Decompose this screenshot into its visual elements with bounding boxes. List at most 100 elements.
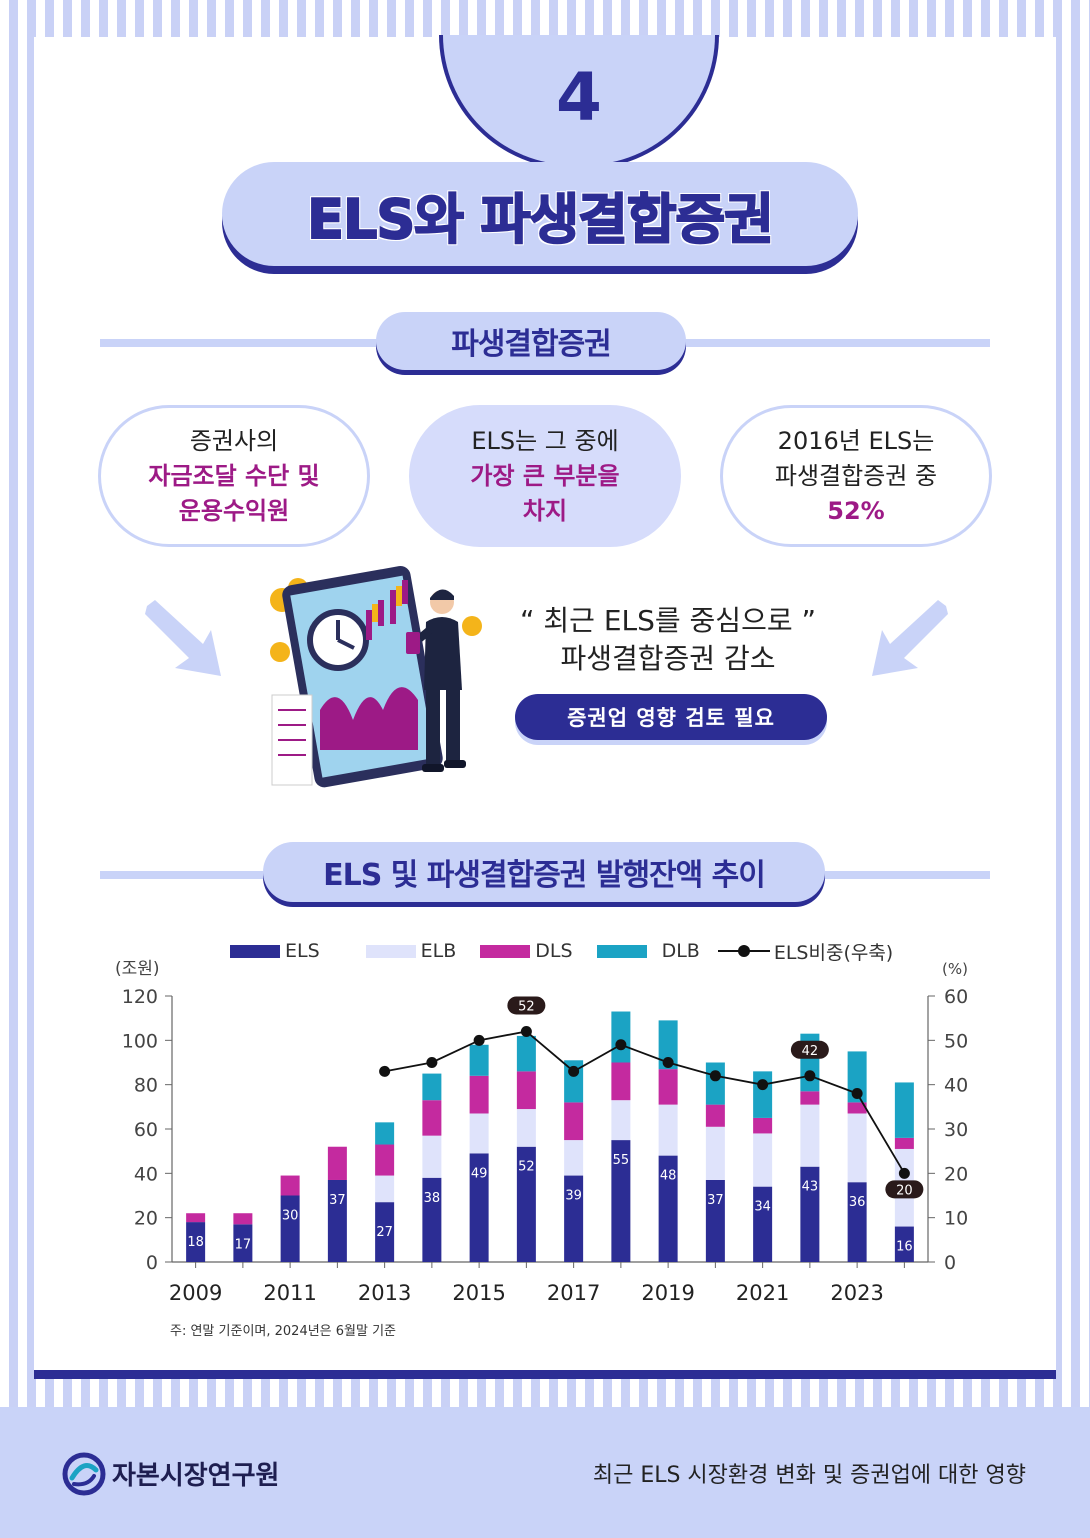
quote-text: “ 최근 ELS를 중심으로 ” 파생결합증권 감소 [508, 602, 828, 678]
legend-label-elb: ELB [420, 940, 457, 962]
bar-dls [375, 1144, 395, 1176]
legend-swatch-elb [365, 944, 416, 958]
y2-axis-unit-label: (%) [942, 960, 968, 978]
y2-tick-label: 60 [944, 986, 968, 1008]
bar-dls [564, 1102, 584, 1141]
y2-tick-label: 40 [944, 1075, 968, 1097]
els-share-point [851, 1088, 863, 1100]
els-share-callout-label: 52 [518, 999, 535, 1014]
bar-elb [564, 1140, 584, 1176]
x-tick-label: 2015 [452, 1281, 505, 1305]
bar-dlb [469, 1044, 489, 1076]
bar-elb [422, 1135, 442, 1178]
els-share-point [757, 1079, 769, 1091]
section2-heading-text: ELS 및 파생결합증권 발행잔액 추이 [323, 858, 766, 893]
bar-elb [800, 1104, 820, 1167]
info-bubble-funding: 증권사의 자금조달 수단 및 운용수익원 [98, 405, 370, 547]
legend-label-dls: DLS [535, 940, 573, 962]
bar-els [469, 1153, 489, 1262]
bar-els [753, 1186, 773, 1262]
arrow-down-left-icon [872, 600, 948, 676]
bar-els [422, 1177, 442, 1262]
bubble3-line1: 2016년 ELS는 [777, 426, 935, 455]
bar-elb [611, 1100, 631, 1141]
bubble1-line1: 증권사의 [189, 426, 279, 455]
els-share-callout-bg [507, 996, 546, 1015]
bar-dls [327, 1146, 347, 1180]
bar-dls [469, 1075, 489, 1114]
legend-item-dlb: DLB [596, 940, 700, 962]
legend-label-dlb: DLB [661, 940, 700, 962]
bar-dls [186, 1213, 206, 1223]
y-axis-unit-label: (조원) [115, 959, 160, 979]
els-share-callout-label: 42 [802, 1044, 819, 1059]
chart-note: 주: 연말 기준이며, 2024년은 6월말 기준 [170, 1324, 397, 1339]
bar-els [516, 1146, 536, 1262]
legend-item-els: ELS [230, 940, 320, 962]
bar-els [375, 1202, 395, 1262]
els-share-point [379, 1065, 391, 1077]
bar-dlb [753, 1071, 773, 1118]
bar-dls [800, 1091, 820, 1105]
page-title-pill: ELS와 파생결합증권 [222, 162, 858, 266]
bar-els [847, 1182, 867, 1262]
bar-dls [753, 1117, 773, 1134]
section1-heading-text: 파생결합증권 [451, 327, 612, 362]
bar-value-label: 36 [849, 1195, 866, 1210]
bar-els [280, 1195, 300, 1262]
legend-swatch-dlb [596, 944, 647, 958]
info-bubble-share: 2016년 ELS는 파생결합증권 중 52% [720, 405, 992, 547]
bar-elb [658, 1104, 678, 1156]
y2-tick-label: 10 [944, 1208, 968, 1230]
els-share-point [568, 1065, 580, 1077]
review-needed-label: 증권업 영향 검토 필요 [567, 706, 775, 730]
arrow-down-right-icon [145, 600, 221, 676]
bar-value-label: 16 [896, 1240, 913, 1255]
bar-value-label: 27 [376, 1225, 393, 1240]
section2-heading: ELS 및 파생결합증권 발행잔액 추이 [263, 842, 825, 902]
page-title: ELS와 파생결합증권 [306, 187, 775, 252]
bar-value-label: 30 [282, 1209, 299, 1224]
legend-line-marker-icon [717, 945, 770, 957]
legend-item-dls: DLS [480, 940, 573, 962]
quote-line1: “ 최근 ELS를 중심으로 ” [520, 604, 816, 637]
bar-els [800, 1166, 820, 1262]
y-tick-label: 60 [134, 1119, 158, 1141]
bar-value-label: 48 [660, 1169, 677, 1184]
bar-value-label: 49 [471, 1166, 488, 1181]
bar-value-label: 34 [754, 1200, 771, 1215]
els-share-point [709, 1070, 721, 1082]
bar-els [564, 1175, 584, 1262]
bar-dls [611, 1062, 631, 1101]
y-tick-label: 40 [134, 1163, 158, 1185]
info-bubble-largest: ELS는 그 중에 가장 큰 부분을 차지 [409, 405, 681, 547]
bar-dls [705, 1104, 725, 1127]
bar-els [658, 1155, 678, 1262]
bar-els [894, 1226, 914, 1262]
card-bottom-rule [34, 1370, 1056, 1379]
footer-caption: 최근 ELS 시장환경 변화 및 증권업에 대한 영향 [592, 1463, 1026, 1488]
bar-els [233, 1224, 253, 1262]
x-tick-label: 2021 [736, 1281, 789, 1305]
chart-legend: ELS ELB DLS DLB ELS비중(우축) [230, 940, 907, 964]
els-share-point [473, 1034, 485, 1046]
els-share-callout-bg [790, 1040, 829, 1059]
bar-dlb [658, 1020, 678, 1070]
bar-value-label: 18 [187, 1235, 204, 1250]
y-tick-label: 80 [134, 1075, 158, 1097]
els-share-line [384, 1030, 906, 1174]
legend-swatch-dls [480, 944, 531, 958]
bar-dls [422, 1100, 442, 1136]
bubble2-line1: ELS는 그 중에 [471, 426, 619, 455]
bubble1-line2: 자금조달 수단 및 [148, 461, 320, 490]
x-tick-label: 2023 [830, 1281, 883, 1305]
bar-dlb [705, 1062, 725, 1105]
section1-heading: 파생결합증권 [376, 312, 686, 370]
els-share-point [615, 1039, 627, 1051]
y-tick-label: 20 [134, 1208, 158, 1230]
bar-dlb [422, 1073, 442, 1101]
review-needed-button[interactable]: 증권업 영향 검토 필요 [515, 694, 827, 740]
quote-line2: 파생결합증권 감소 [560, 642, 776, 675]
bar-dlb [611, 1011, 631, 1063]
y2-tick-label: 0 [944, 1252, 956, 1274]
